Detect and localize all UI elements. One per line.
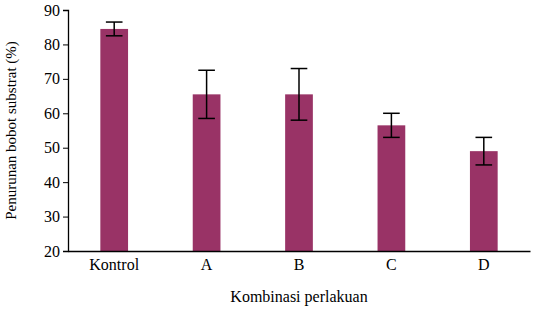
y-axis-title: Penurunan bobot substrat (%) xyxy=(3,41,20,220)
y-tick: 80 xyxy=(44,36,68,53)
bar xyxy=(378,125,406,251)
error-line xyxy=(298,69,300,121)
y-tick-mark xyxy=(63,251,68,252)
y-tick: 90 xyxy=(44,2,68,19)
error-bar xyxy=(475,137,492,165)
error-cap xyxy=(291,119,308,121)
x-tick-label: Kontrol xyxy=(89,256,139,273)
error-line xyxy=(206,70,208,118)
error-line xyxy=(483,137,485,165)
chart: 20 30 40 50 60 70 80 90 Kontrol A B C D Kombinasi per… xyxy=(0,0,536,314)
x-tick-label: C xyxy=(386,256,397,273)
y-tick-label: 50 xyxy=(44,139,60,156)
x-axis-title: Kombinasi perlakuan xyxy=(230,288,367,306)
y-axis-line xyxy=(63,11,69,252)
x-tick: B xyxy=(294,251,305,273)
x-tick: Kontrol xyxy=(89,251,139,273)
bar xyxy=(193,94,221,251)
error-cap xyxy=(106,35,123,37)
y-tick-mark xyxy=(63,148,68,149)
y-tick: 20 xyxy=(44,243,68,260)
y-tick-label: 40 xyxy=(44,174,60,191)
y-tick-label: 60 xyxy=(44,105,60,122)
plot: 20 30 40 50 60 70 80 90 Kontrol A B C D xyxy=(44,2,531,274)
error-bar xyxy=(106,22,123,36)
error-cap xyxy=(106,21,123,23)
y-tick-mark xyxy=(63,79,68,80)
y-tick-label: 70 xyxy=(44,70,60,87)
x-tick-label: A xyxy=(201,256,213,273)
x-tick: D xyxy=(478,251,490,273)
error-line xyxy=(391,113,393,137)
error-cap xyxy=(475,164,492,166)
y-tick: 40 xyxy=(44,174,68,191)
y-tick: 30 xyxy=(44,208,68,225)
y-tick-label: 20 xyxy=(44,243,60,260)
y-axis: 20 30 40 50 60 70 80 90 xyxy=(44,2,69,260)
bar xyxy=(100,29,128,251)
y-tick-mark xyxy=(63,182,68,183)
y-tick-mark xyxy=(63,113,68,114)
error-cap xyxy=(291,68,308,70)
error-line xyxy=(113,22,115,36)
error-bar xyxy=(198,70,215,118)
y-tick-label: 90 xyxy=(44,2,60,19)
error-bar xyxy=(291,69,308,121)
error-cap xyxy=(475,137,492,139)
y-tick: 50 xyxy=(44,139,68,156)
x-tick-label: D xyxy=(478,256,490,273)
x-tick: C xyxy=(386,251,397,273)
y-tick: 60 xyxy=(44,105,68,122)
x-axis-line xyxy=(69,251,531,252)
error-bar xyxy=(383,113,400,137)
y-tick: 70 xyxy=(44,70,68,87)
y-tick-label: 30 xyxy=(44,208,60,225)
bar xyxy=(470,151,498,251)
x-tick: A xyxy=(201,251,213,273)
error-cap xyxy=(383,137,400,139)
x-axis: Kontrol A B C D xyxy=(69,251,531,273)
y-tick-label: 80 xyxy=(44,36,60,53)
error-cap xyxy=(383,113,400,115)
error-cap xyxy=(198,70,215,72)
x-tick-label: B xyxy=(294,256,305,273)
error-cap xyxy=(198,118,215,120)
bars xyxy=(100,22,497,251)
y-tick-mark xyxy=(63,217,68,218)
y-tick-mark xyxy=(63,10,68,11)
y-tick-mark xyxy=(63,44,68,45)
